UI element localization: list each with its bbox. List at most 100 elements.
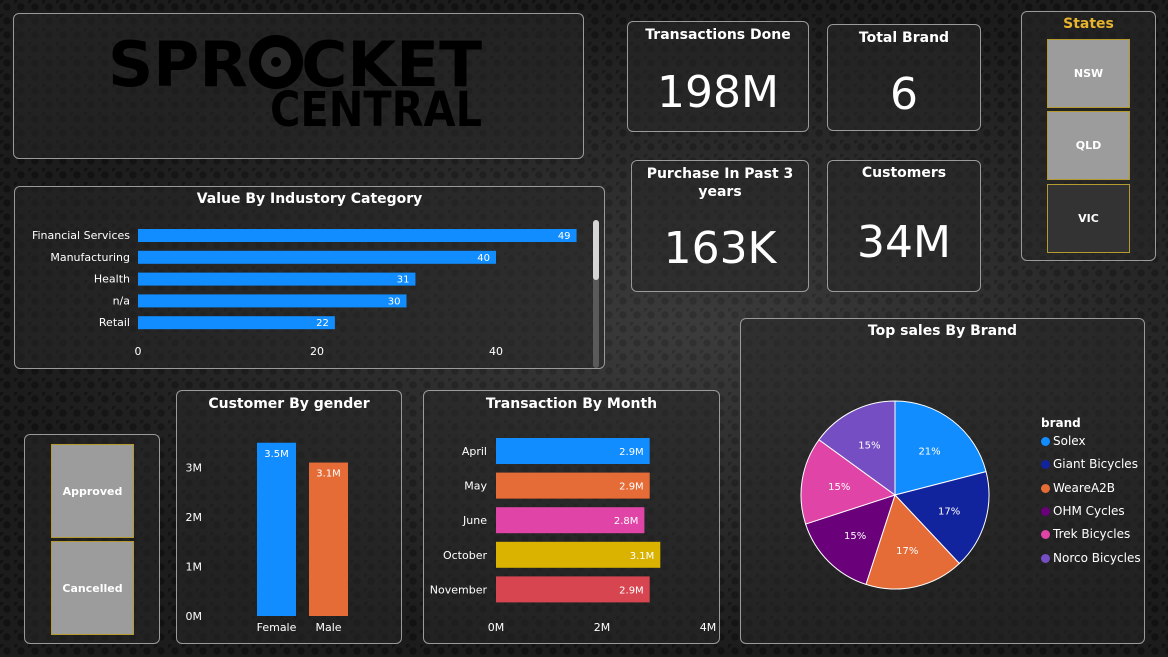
month-category-label: May xyxy=(464,480,487,493)
industry-category-label: Manufacturing xyxy=(50,251,130,264)
brand-legend-item[interactable]: WeareA2B xyxy=(1041,481,1115,495)
month-xtick-label: 0M xyxy=(488,621,505,634)
gender-ytick-label: 3M xyxy=(186,462,203,475)
month-category-label: October xyxy=(443,549,487,562)
status-option-approved[interactable]: Approved xyxy=(51,444,134,538)
gender-data-label: 3.1M xyxy=(316,469,341,480)
gender-data-label: 3.5M xyxy=(264,449,289,460)
brand-legend-item[interactable]: Giant Bicycles xyxy=(1041,457,1138,471)
gender-ytick-label: 2M xyxy=(186,511,203,524)
month-data-label: 2.8M xyxy=(614,516,639,527)
month-data-label: 2.9M xyxy=(619,585,644,596)
customers-label: Customers xyxy=(861,165,947,181)
industry-xtick-label: 40 xyxy=(489,345,503,358)
industry-bar[interactable] xyxy=(138,250,496,264)
brand-legend-label: WeareA2B xyxy=(1053,480,1116,495)
month-data-label: 2.9M xyxy=(619,482,644,493)
industry-xtick-label: 20 xyxy=(310,345,324,358)
brand-pie-slice[interactable] xyxy=(804,494,896,586)
logo-line2: CENTRAL xyxy=(270,82,482,138)
industry-bar[interactable] xyxy=(138,229,577,242)
purchase-value: 163K xyxy=(663,223,777,274)
legend-dot-icon xyxy=(1041,553,1050,563)
gender-ytick-label: 1M xyxy=(186,561,203,574)
brand-pie-slice[interactable] xyxy=(865,494,961,590)
gender-category-label: Female xyxy=(257,621,297,634)
state-option-qld[interactable]: QLD xyxy=(1047,111,1130,180)
transactions-card: Transactions Done 198M xyxy=(627,21,809,132)
state-option-vic[interactable]: VIC xyxy=(1047,184,1130,253)
gender-ytick-label: 0M xyxy=(186,610,203,623)
industry-data-label: 40 xyxy=(477,253,490,264)
industry-category-label: n/a xyxy=(113,294,130,307)
industry-bar[interactable] xyxy=(138,294,407,308)
gender-bar[interactable] xyxy=(257,442,296,616)
legend-dot-icon xyxy=(1041,530,1050,540)
month-bar[interactable] xyxy=(496,576,650,603)
month-bar[interactable] xyxy=(496,507,645,534)
customers-card: Customers 34M xyxy=(827,160,981,292)
state-option-nsw[interactable]: NSW xyxy=(1047,39,1130,108)
month-category-label: April xyxy=(462,445,487,458)
purchase-label: Purchase In Past 3 years xyxy=(646,166,794,200)
industry-xtick-label: 0 xyxy=(135,345,142,358)
industry-chart-panel: Value By Industory Category Financial Se… xyxy=(14,186,605,369)
brand-pie-chart: 21% 17% 17% 15% 15% 15% xyxy=(800,400,990,590)
industry-bar[interactable] xyxy=(138,272,416,286)
legend-dot-icon xyxy=(1041,483,1050,493)
brand-legend: brand Solex Giant Bicycles WeareA2B OHM Cyc… xyxy=(1041,416,1145,576)
customers-value: 34M xyxy=(857,217,951,268)
month-bar[interactable] xyxy=(496,472,650,499)
total-brand-value: 6 xyxy=(890,69,918,120)
month-bar[interactable] xyxy=(496,541,661,568)
brand-legend-label: Trek Bicycles xyxy=(1053,527,1131,542)
brand-legend-item[interactable]: Solex xyxy=(1041,434,1086,448)
states-slicer: States NSW QLD VIC xyxy=(1021,11,1156,261)
brand-legend-item[interactable]: OHM Cycles xyxy=(1041,504,1125,518)
transactions-label: Transactions Done xyxy=(645,27,791,43)
industry-data-label: 22 xyxy=(316,318,329,329)
gender-chart-title: Customer By gender xyxy=(208,396,370,412)
industry-category-label: Retail xyxy=(99,316,130,329)
brand-slice-label: 15% xyxy=(828,482,850,493)
industry-bar[interactable] xyxy=(138,316,335,330)
brand-pie-slice[interactable] xyxy=(894,471,990,565)
status-option-cancelled[interactable]: Cancelled xyxy=(51,541,134,635)
brand-legend-label: Solex xyxy=(1053,434,1086,448)
brand-legend-title: brand xyxy=(1041,416,1081,430)
gender-chart-panel: Customer By gender 0M 1M 2M 3M 3.5M Female 3.1… xyxy=(176,390,402,644)
brand-pie-slice[interactable] xyxy=(800,439,897,525)
logo-panel: SPROCKET CENTRAL xyxy=(13,13,584,159)
purchase-card: Purchase In Past 3 years 163K xyxy=(631,160,809,292)
month-xtick-label: 4M xyxy=(700,621,717,634)
industry-chart-scrollbar-thumb[interactable] xyxy=(593,220,599,280)
gender-bar[interactable] xyxy=(309,462,348,616)
brand-legend-item[interactable]: Norco Bicycles xyxy=(1041,551,1141,565)
brand-chart-panel: Top sales By Brand 21% 17% 17% 15% 15% 15% br… xyxy=(740,318,1145,644)
brand-chart-title: Top sales By Brand xyxy=(867,323,1018,339)
transactions-value: 198M xyxy=(657,67,779,118)
total-brand-card: Total Brand 6 xyxy=(827,24,981,131)
industry-category-label: Health xyxy=(94,273,130,286)
month-category-label: November xyxy=(430,583,488,596)
gender-category-label: Male xyxy=(315,621,341,634)
month-chart-title: Transaction By Month xyxy=(485,396,658,412)
industry-chart-scrollbar[interactable] xyxy=(593,220,599,368)
brand-slice-label: 17% xyxy=(938,507,960,518)
industry-chart-title: Value By Industory Category xyxy=(196,191,423,207)
brand-legend-label: Giant Bicycles xyxy=(1053,457,1138,472)
sprocket-gear-icon xyxy=(249,35,303,89)
industry-chart: Financial Services 49 Manufacturing 40 Healt… xyxy=(32,229,577,358)
status-slicer: Approved Cancelled xyxy=(24,434,160,644)
legend-dot-icon xyxy=(1041,437,1050,446)
industry-data-label: 30 xyxy=(388,296,401,307)
brand-legend-label: Norco Bicycles xyxy=(1053,550,1141,565)
brand-pie-slice[interactable] xyxy=(894,400,987,496)
sprocket-central-logo: SPROCKET CENTRAL xyxy=(108,28,482,138)
brand-slice-label: 17% xyxy=(896,546,918,557)
month-bar[interactable] xyxy=(496,438,650,464)
month-chart-panel: Transaction By Month April 2.9M May 2.9M Jun… xyxy=(423,390,720,644)
brand-pie-slice[interactable] xyxy=(818,400,896,496)
industry-data-label: 49 xyxy=(558,231,571,242)
brand-legend-item[interactable]: Trek Bicycles xyxy=(1041,527,1130,541)
